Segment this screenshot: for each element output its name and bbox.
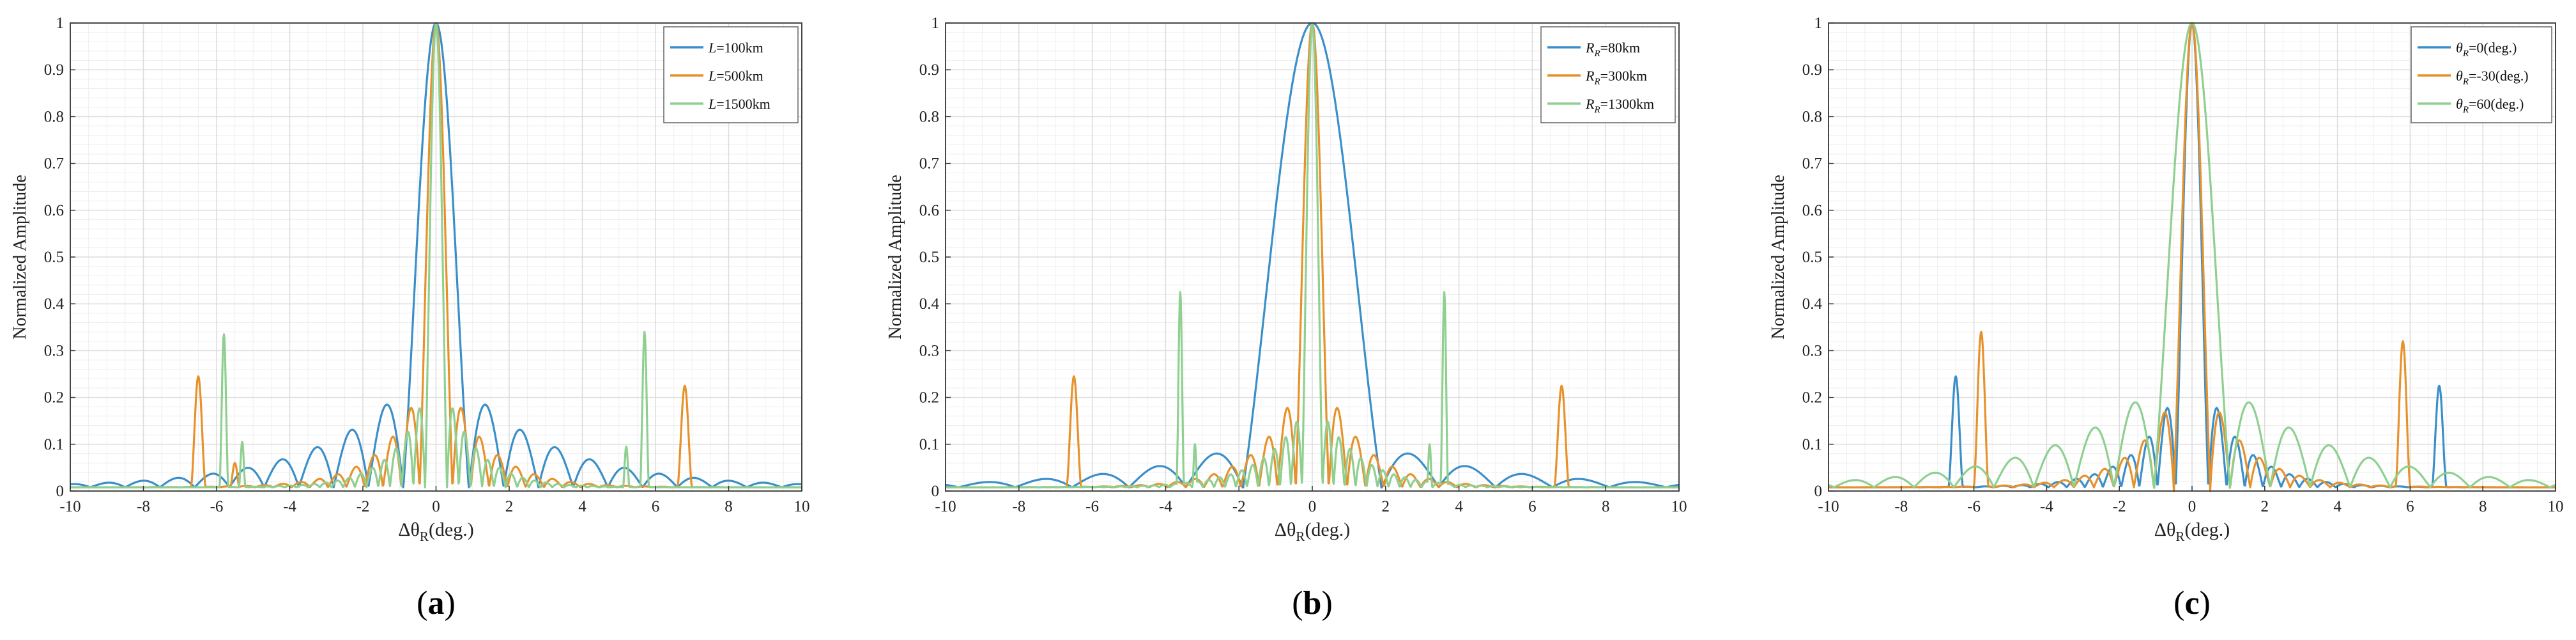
y-tick-label: 0.3 xyxy=(1802,342,1822,359)
x-tick-label: -4 xyxy=(2040,498,2053,515)
legend: RR=80km RR=300km RR=1300km xyxy=(1540,26,1676,123)
y-tick-label: 0.7 xyxy=(919,155,939,173)
x-axis-label: ΔθR(deg.) xyxy=(1275,519,1350,544)
x-tick-label: -4 xyxy=(283,498,296,515)
x-tick-label: -10 xyxy=(1818,498,1839,515)
y-axis-label: Normalized Amplitude xyxy=(885,175,905,339)
x-tick-label: 8 xyxy=(1602,498,1610,515)
chart-panel-3: -10 -8 -6 -4 -2 0 2 4 6 8 10 0 0.1 0.2 0.3 0.4 0.5 0.6 0.7… xyxy=(1768,15,2564,621)
y-tick-label: 0.2 xyxy=(1802,389,1822,407)
legend-entry: RR=300km xyxy=(1585,68,1647,87)
y-tick-label: 0.7 xyxy=(44,155,64,173)
x-tick-label: 10 xyxy=(794,498,810,515)
x-tick-label: -8 xyxy=(137,498,150,515)
legend: θR=0(deg.) θR=-30(deg.) θR=60(deg.) xyxy=(2411,26,2552,123)
x-tick-label: 10 xyxy=(2548,498,2564,515)
y-tick-label: 1 xyxy=(1814,15,1823,32)
y-tick-label: 0.8 xyxy=(44,108,64,125)
x-tick-label: 4 xyxy=(1455,498,1463,515)
x-tick-label: -6 xyxy=(1967,498,1981,515)
y-tick-label: 0.3 xyxy=(44,342,64,359)
chart-panel-2: -10 -8 -6 -4 -2 0 2 4 6 8 10 0 0.1 0.2 0.3 0.4 0.5 0.6 0.7… xyxy=(885,15,1687,621)
y-tick-label: 0.5 xyxy=(44,249,64,266)
y-tick-label: 0 xyxy=(56,483,65,500)
x-tick-label: 2 xyxy=(1382,498,1390,515)
y-tick-label: 0.5 xyxy=(1802,249,1822,266)
y-axis-label: Normalized Amplitude xyxy=(10,175,30,339)
panel-label: (b) xyxy=(1292,585,1333,621)
x-tick-label: -4 xyxy=(1159,498,1172,515)
y-tick-label: 0.6 xyxy=(44,202,64,219)
x-tick-label: -6 xyxy=(1085,498,1099,515)
y-tick-label: 1 xyxy=(931,15,940,32)
x-tick-label: -6 xyxy=(210,498,224,515)
x-tick-label: 2 xyxy=(505,498,514,515)
y-tick-label: 0.1 xyxy=(44,436,64,453)
legend-entry: θR=-30(deg.) xyxy=(2456,68,2529,87)
y-tick-label: 0 xyxy=(931,483,940,500)
legend-entry: RR=1300km xyxy=(1585,96,1654,115)
x-tick-label: -8 xyxy=(1894,498,1908,515)
x-tick-label: -10 xyxy=(935,498,956,515)
y-tick-label: 1 xyxy=(56,15,65,32)
x-tick-label: 4 xyxy=(578,498,586,515)
x-tick-label: 6 xyxy=(652,498,660,515)
x-tick-label: 6 xyxy=(1528,498,1537,515)
y-tick-label: 0.2 xyxy=(44,389,64,407)
x-tick-label: -8 xyxy=(1012,498,1025,515)
legend-entry: L=100km xyxy=(708,40,763,56)
y-tick-label: 0.8 xyxy=(919,108,939,125)
legend-entry: L=500km xyxy=(708,68,763,84)
x-tick-label: 4 xyxy=(2333,498,2342,515)
x-tick-label: 8 xyxy=(724,498,733,515)
x-tick-label: 0 xyxy=(1308,498,1317,515)
y-tick-label: 0.6 xyxy=(919,202,939,219)
x-tick-label: -2 xyxy=(356,498,370,515)
legend-entry: θR=60(deg.) xyxy=(2456,96,2524,115)
legend-entry: RR=80km xyxy=(1585,40,1640,59)
legend: L=100km L=500km L=1500km xyxy=(663,26,799,123)
chart-panel-1: -10 -8 -6 -4 -2 0 2 4 6 8 10 0 0.1 0.2 0.3 0.4 0.5 0.6 0.7… xyxy=(10,15,810,621)
x-tick-label: -2 xyxy=(2113,498,2126,515)
x-axis-label: ΔθR(deg.) xyxy=(398,519,473,544)
y-tick-label: 0.9 xyxy=(919,61,939,79)
x-tick-label: 2 xyxy=(2261,498,2269,515)
y-tick-label: 0.7 xyxy=(1802,155,1822,173)
x-tick-label: 6 xyxy=(2406,498,2414,515)
y-tick-label: 0.5 xyxy=(919,249,939,266)
y-tick-label: 0.1 xyxy=(1802,436,1822,453)
x-tick-label: 0 xyxy=(432,498,440,515)
y-tick-label: 0.4 xyxy=(44,295,65,313)
y-tick-label: 0.6 xyxy=(1802,202,1822,219)
panel-label: (c) xyxy=(2174,585,2211,621)
y-tick-label: 0.2 xyxy=(919,389,939,407)
y-tick-label: 0 xyxy=(1814,483,1823,500)
y-tick-label: 0.9 xyxy=(44,61,64,79)
y-tick-label: 0.8 xyxy=(1802,108,1822,125)
legend-entry: L=1500km xyxy=(708,96,770,112)
x-tick-label: 10 xyxy=(1671,498,1687,515)
y-axis-label: Normalized Amplitude xyxy=(1768,175,1788,339)
x-tick-label: 8 xyxy=(2479,498,2487,515)
x-tick-label: 0 xyxy=(2188,498,2196,515)
x-axis-label: ΔθR(deg.) xyxy=(2154,519,2230,544)
y-tick-label: 0.9 xyxy=(1802,61,1822,79)
x-tick-label: -2 xyxy=(1232,498,1246,515)
y-tick-label: 0.4 xyxy=(919,295,940,313)
y-tick-label: 0.4 xyxy=(1802,295,1823,313)
y-tick-label: 0.1 xyxy=(919,436,939,453)
y-tick-label: 0.3 xyxy=(919,342,939,359)
x-tick-label: -10 xyxy=(59,498,80,515)
panel-label: (a) xyxy=(417,585,456,621)
legend-entry: θR=0(deg.) xyxy=(2456,40,2517,59)
